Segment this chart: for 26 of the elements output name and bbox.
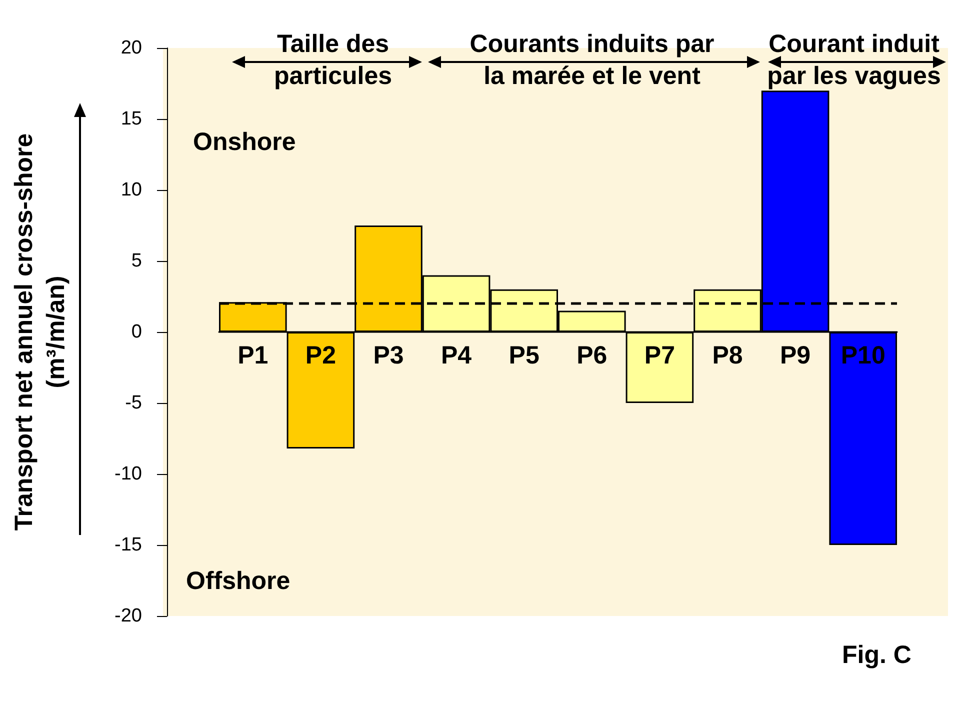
y-tick-label: -20 — [114, 606, 142, 626]
y-tick-label: 5 — [131, 250, 142, 272]
x-tick-label: P4 — [441, 342, 472, 370]
x-tick-label: P10 — [840, 342, 886, 370]
x-tick-label: P6 — [576, 342, 608, 370]
x-tick-label: P8 — [712, 342, 743, 370]
y-tick-label: 0 — [131, 322, 142, 342]
annotation: Onshore — [193, 128, 296, 156]
annotation: Taille des particules — [274, 30, 392, 90]
y-tick-label: 10 — [120, 180, 142, 200]
x-tick-label: P2 — [305, 342, 336, 370]
x-tick-label: P9 — [780, 342, 811, 370]
y-tick-label: -10 — [114, 464, 142, 484]
y-tick-label: -5 — [125, 392, 142, 414]
annotation: Courants induits par la marée et le vent — [470, 30, 714, 90]
y-tick-label: 15 — [120, 108, 142, 130]
y-axis-title: Transport net annuel cross-shore (m³/m/an) — [10, 133, 70, 531]
x-tick-label: P5 — [508, 342, 540, 370]
annotation: Offshore — [186, 567, 290, 595]
y-tick-label: -15 — [114, 534, 142, 556]
x-tick-label: P1 — [238, 342, 268, 370]
text: Fig. C — [842, 641, 912, 669]
x-tick-label: P3 — [373, 342, 404, 370]
x-tick-label: P7 — [644, 342, 675, 370]
y-tick-label: 20 — [120, 38, 142, 58]
annotation: Courant induit par les vagues — [767, 30, 941, 90]
